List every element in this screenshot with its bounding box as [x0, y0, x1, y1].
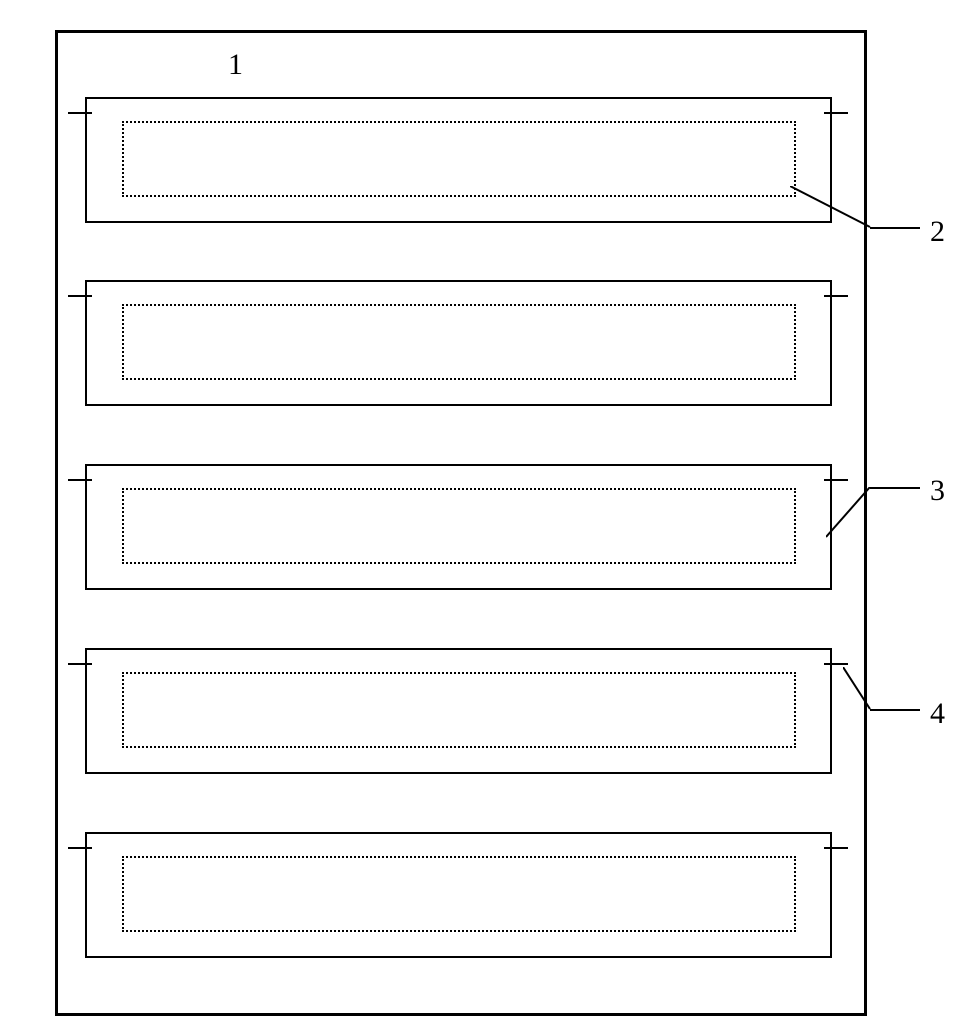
slot-5-inner	[122, 856, 796, 932]
slot-1-tick-right	[824, 112, 848, 114]
diagram-root: 1 2 3 4	[0, 0, 976, 1024]
slot-2-tick-left	[68, 295, 92, 297]
slot-5-tick-right	[824, 847, 848, 849]
callout-label-2: 2	[930, 215, 945, 249]
callout-label-4: 4	[930, 697, 945, 731]
slot-3-inner	[122, 488, 796, 564]
slot-2-inner	[122, 304, 796, 380]
callout-2-lead-1	[870, 227, 920, 229]
slot-4-tick-left	[68, 663, 92, 665]
slot-4-inner	[122, 672, 796, 748]
callout-2-lead-0	[790, 186, 872, 229]
slot-3-tick-left	[68, 479, 92, 481]
callout-4-lead-0	[843, 667, 872, 711]
slot-5-tick-left	[68, 847, 92, 849]
callout-label-1: 1	[228, 48, 243, 82]
callout-4-lead-1	[870, 709, 920, 711]
callout-label-3: 3	[930, 474, 945, 508]
callout-3-lead-0	[826, 487, 872, 539]
callout-3-lead-1	[870, 487, 920, 489]
slot-2-tick-right	[824, 295, 848, 297]
slot-3-tick-right	[824, 479, 848, 481]
slot-4-tick-right	[824, 663, 848, 665]
slot-1-tick-left	[68, 112, 92, 114]
slot-1-inner	[122, 121, 796, 197]
